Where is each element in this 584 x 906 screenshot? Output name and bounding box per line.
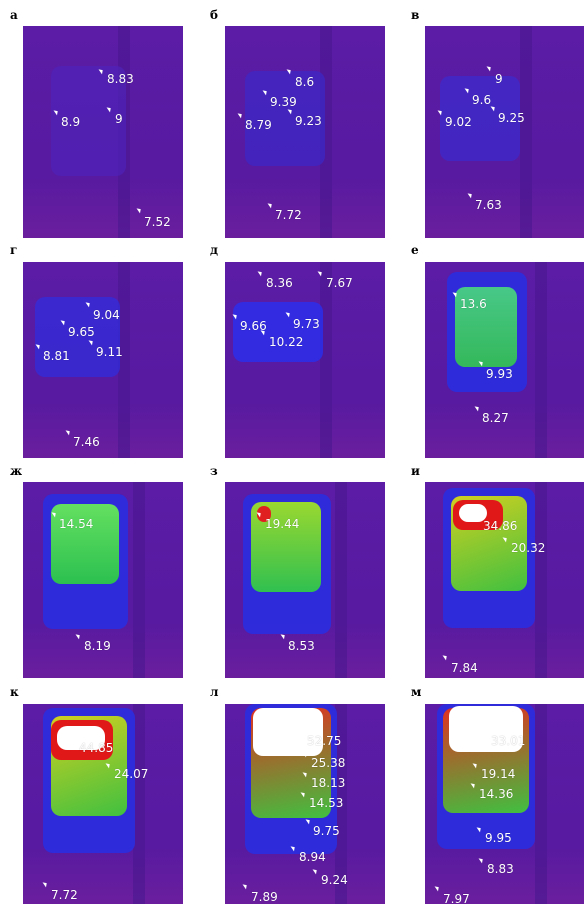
temperature-reading: 8.81 <box>43 349 70 363</box>
temperature-reading: 14.36 <box>479 787 514 801</box>
thermogram-l: 52.75 25.38 18.13 14.53 9.75 8.94 9.24 7… <box>225 704 385 904</box>
thermogram-zh: 14.54 8.19 <box>23 482 183 678</box>
temperature-reading: 44.85 <box>79 741 114 755</box>
temperature-reading: 9.73 <box>293 317 320 331</box>
temperature-reading: 9.04 <box>93 308 120 322</box>
temperature-reading: 9.65 <box>68 325 95 339</box>
temperature-reading: 9 <box>495 72 503 86</box>
temperature-reading: 8.6 <box>295 75 315 89</box>
panel-label-i: и <box>411 464 420 478</box>
temperature-reading: 9.11 <box>96 345 123 359</box>
thermogram-d: 8.36 7.67 9.66 9.73 10.22 <box>225 262 385 458</box>
temperature-reading: 52.75 <box>307 734 342 748</box>
temperature-reading: 9.24 <box>321 873 348 887</box>
temperature-reading: 25.38 <box>311 756 346 770</box>
temperature-reading: 9.02 <box>445 115 472 129</box>
panel-label-m: м <box>411 685 422 699</box>
thermogram-i: 34.86 20.32 7.84 <box>425 482 584 678</box>
temperature-reading: 8.27 <box>482 411 509 425</box>
temperature-reading: 9.75 <box>313 824 340 838</box>
panel-label-a: а <box>10 8 18 22</box>
thermogram-v: 9 9.6 9.02 9.25 7.63 <box>425 26 584 238</box>
temperature-reading: 7.72 <box>51 888 78 902</box>
panel-label-b: б <box>210 8 219 22</box>
temperature-reading: 8.9 <box>61 115 81 129</box>
temperature-reading: 9.39 <box>270 95 297 109</box>
temperature-reading: 13.6 <box>460 297 487 311</box>
thermogram-e: 13.6 9.93 8.27 <box>425 262 584 458</box>
temperature-reading: 33.01 <box>491 734 526 748</box>
temperature-reading: 7.89 <box>251 890 278 904</box>
temperature-reading: 8.83 <box>487 862 514 876</box>
thermogram-k: 44.85 24.07 7.72 <box>23 704 183 904</box>
panel-label-l: л <box>210 685 219 699</box>
temperature-reading: 9.66 <box>240 319 267 333</box>
temperature-reading: 8.79 <box>245 118 272 132</box>
temperature-reading: 10.22 <box>269 335 304 349</box>
temperature-reading: 9.6 <box>472 93 492 107</box>
temperature-reading: 9.23 <box>295 114 322 128</box>
temperature-reading: 7.63 <box>475 198 502 212</box>
temperature-reading: 7.97 <box>443 892 470 904</box>
thermogram-m: 33.01 19.14 14.36 9.95 8.83 7.97 <box>425 704 584 904</box>
thermogram-g: 9.04 9.65 8.81 9.11 7.46 <box>23 262 183 458</box>
temperature-reading: 8.19 <box>84 639 111 653</box>
temperature-reading: 8.36 <box>266 276 293 290</box>
panel-label-e: е <box>411 243 419 257</box>
panel-label-g: г <box>10 243 18 257</box>
temperature-reading: 34.86 <box>483 519 518 533</box>
temperature-reading: 9.25 <box>498 111 525 125</box>
temperature-reading: 7.72 <box>275 208 302 222</box>
temperature-reading: 19.14 <box>481 767 516 781</box>
temperature-reading: 24.07 <box>114 767 149 781</box>
temperature-reading: 7.52 <box>144 215 171 229</box>
panel-label-z: з <box>210 464 218 478</box>
temperature-reading: 7.46 <box>73 435 100 449</box>
thermogram-a: 8.83 8.9 9 7.52 <box>23 26 183 238</box>
panel-label-v: в <box>411 8 420 22</box>
thermogram-z: 19.44 8.53 <box>225 482 385 678</box>
temperature-reading: 7.67 <box>326 276 353 290</box>
temperature-reading: 8.94 <box>299 850 326 864</box>
thermogram-b: 8.6 9.39 8.79 9.23 7.72 <box>225 26 385 238</box>
temperature-reading: 7.84 <box>451 661 478 675</box>
temperature-reading: 19.44 <box>265 517 300 531</box>
temperature-reading: 9.95 <box>485 831 512 845</box>
temperature-reading: 8.83 <box>107 72 134 86</box>
temperature-reading: 20.32 <box>511 541 546 555</box>
temperature-reading: 9 <box>115 112 123 126</box>
temperature-reading: 14.53 <box>309 796 344 810</box>
panel-label-k: к <box>10 685 19 699</box>
temperature-reading: 14.54 <box>59 517 94 531</box>
temperature-reading: 9.93 <box>486 367 513 381</box>
panel-label-zh: ж <box>10 464 23 478</box>
temperature-reading: 8.53 <box>288 639 315 653</box>
panel-label-d: д <box>210 243 218 257</box>
temperature-reading: 18.13 <box>311 776 346 790</box>
